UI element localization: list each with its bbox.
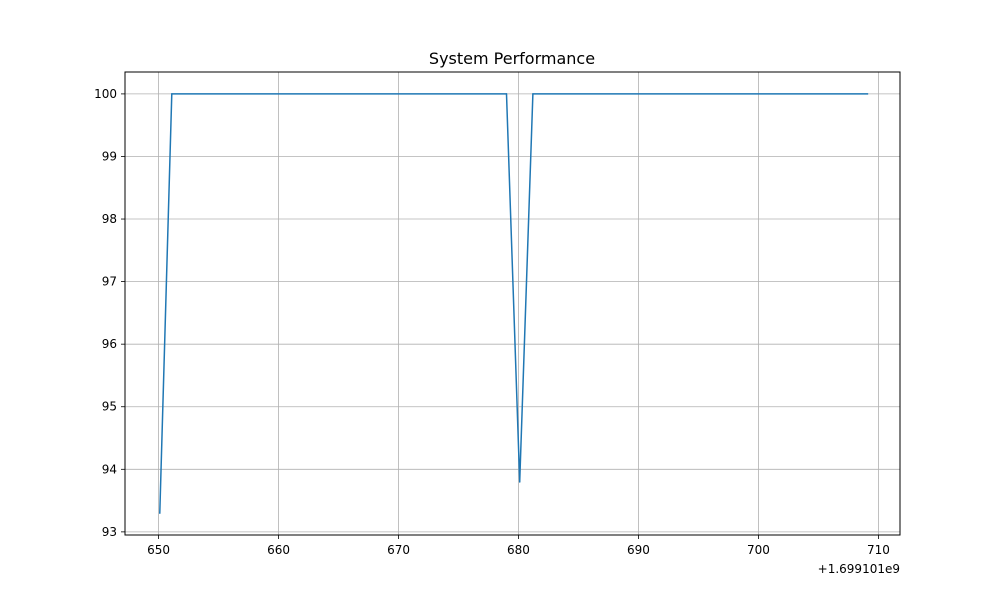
y-tick-label: 99: [102, 149, 117, 163]
y-tick-label: 93: [102, 525, 117, 539]
data-point: [159, 512, 161, 514]
data-point: [171, 93, 173, 95]
data-point: [532, 93, 534, 95]
axes: 650 660 670 680 690 700 710 93 94 95 96 97 98 99 100: [94, 87, 890, 557]
x-tick-label: 690: [627, 543, 650, 557]
grid: [125, 72, 900, 535]
x-tick-label: 680: [507, 543, 530, 557]
data-point: [866, 93, 869, 95]
y-tick-label: 100: [94, 87, 117, 101]
chart-title: System Performance: [429, 49, 595, 68]
x-tick-label: 650: [147, 543, 170, 557]
y-tick-label: 94: [102, 462, 117, 476]
x-tick-label: 700: [747, 543, 770, 557]
x-tick-label: 710: [867, 543, 890, 557]
x-offset-label: +1.699101e9: [818, 562, 900, 576]
data-point: [505, 93, 508, 95]
y-tick-label: 96: [102, 337, 117, 351]
x-tick-label: 670: [387, 543, 410, 557]
data-point: [518, 481, 521, 483]
plot-frame: [124, 71, 901, 536]
y-tick-label: 97: [102, 275, 117, 289]
y-tick-label: 98: [102, 212, 117, 226]
x-tick-label: 660: [267, 543, 290, 557]
y-tick-label: 95: [102, 400, 117, 414]
series-line: [159, 93, 868, 514]
series-layer: [159, 93, 869, 514]
